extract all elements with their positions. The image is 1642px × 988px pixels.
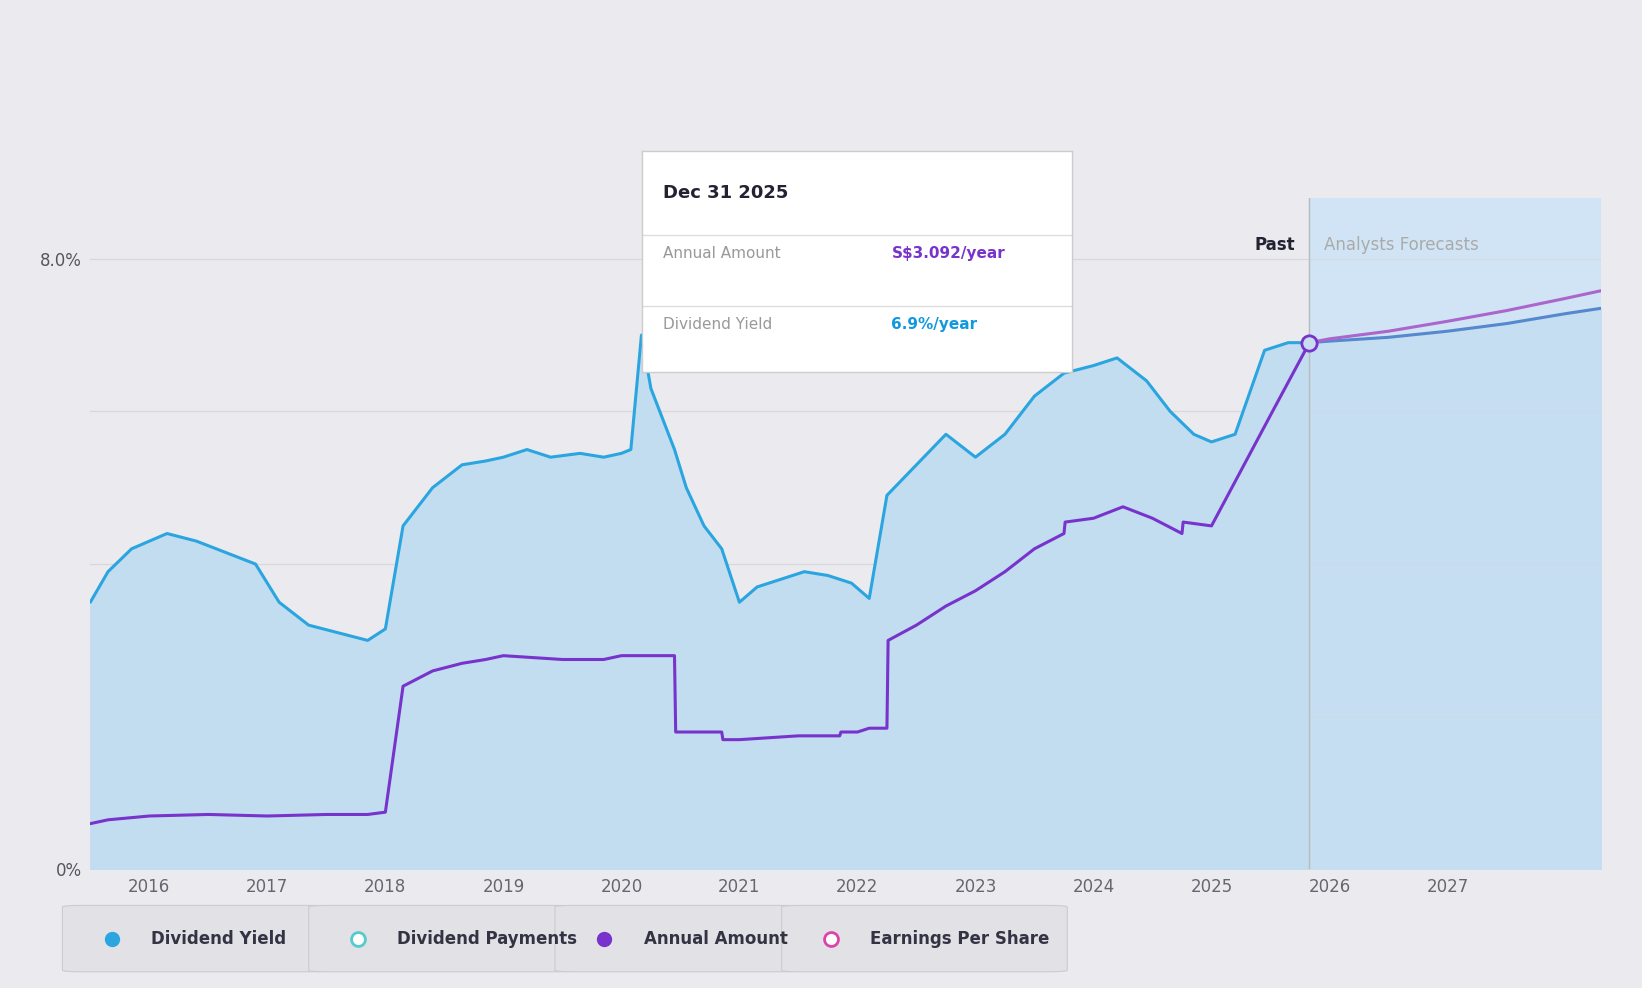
FancyBboxPatch shape — [62, 905, 328, 972]
Bar — [1309, 198, 1601, 869]
Text: Past: Past — [1254, 235, 1296, 254]
Text: Dec 31 2025: Dec 31 2025 — [663, 184, 788, 202]
Text: Analysts Forecasts: Analysts Forecasts — [1323, 235, 1478, 254]
Text: 6.9%/year: 6.9%/year — [892, 317, 977, 332]
Text: Dividend Payments: Dividend Payments — [397, 930, 578, 947]
FancyBboxPatch shape — [309, 905, 575, 972]
FancyBboxPatch shape — [555, 905, 801, 972]
Text: Dividend Yield: Dividend Yield — [151, 930, 286, 947]
Text: S$3.092/year: S$3.092/year — [892, 246, 1005, 261]
Text: Annual Amount: Annual Amount — [663, 246, 782, 261]
Text: Earnings Per Share: Earnings Per Share — [870, 930, 1049, 947]
Text: Dividend Yield: Dividend Yield — [663, 317, 772, 332]
FancyBboxPatch shape — [782, 905, 1067, 972]
Text: Annual Amount: Annual Amount — [644, 930, 788, 947]
